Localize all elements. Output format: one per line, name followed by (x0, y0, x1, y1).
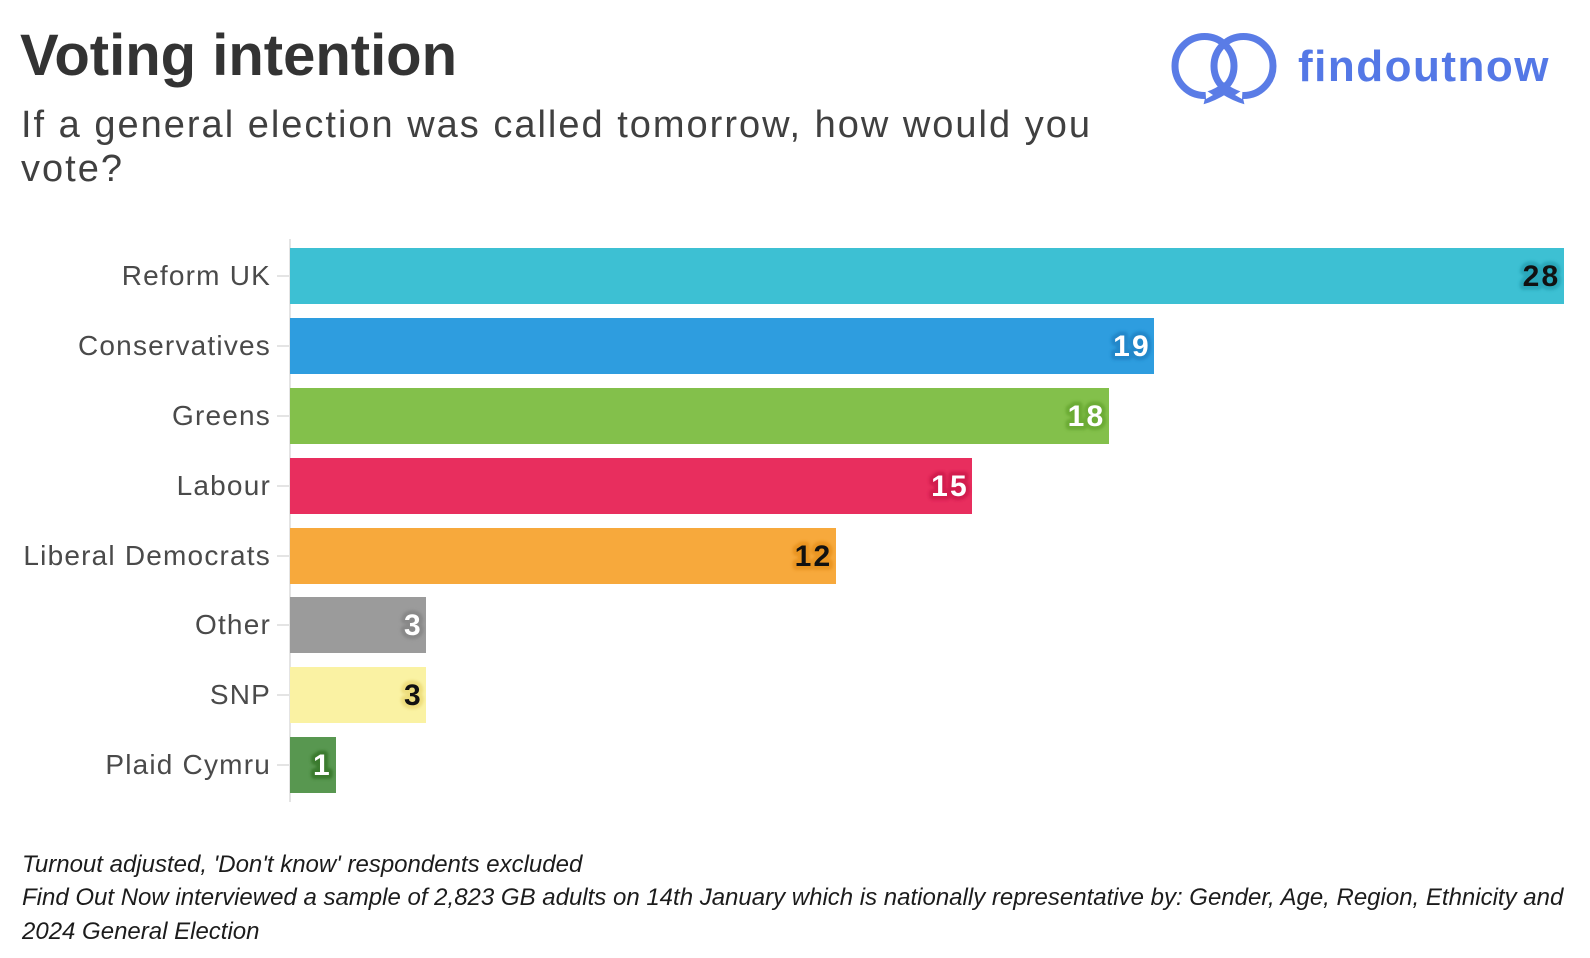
svg-text:28: 28 (1523, 260, 1561, 293)
svg-text:3: 3 (404, 609, 423, 642)
svg-text:15: 15 (931, 470, 969, 503)
svg-text:3: 3 (404, 679, 423, 712)
svg-text:1: 1 (313, 749, 332, 782)
svg-text:28: 28 (1523, 260, 1561, 293)
svg-text:12: 12 (795, 540, 833, 573)
svg-text:19: 19 (1113, 330, 1151, 363)
svg-text:15: 15 (931, 470, 969, 503)
svg-text:19: 19 (1113, 330, 1151, 363)
svg-text:3: 3 (404, 609, 423, 642)
svg-text:18: 18 (1068, 400, 1106, 433)
svg-text:12: 12 (795, 540, 833, 573)
svg-text:findoutnow: findoutnow (1298, 42, 1550, 91)
svg-text:1: 1 (313, 749, 332, 782)
svg-text:18: 18 (1068, 400, 1106, 433)
svg-text:3: 3 (404, 679, 423, 712)
